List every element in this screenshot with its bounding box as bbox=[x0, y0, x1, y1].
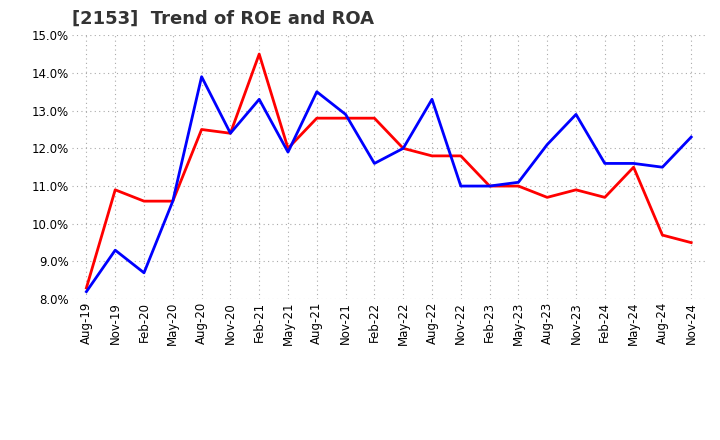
ROE bbox=[514, 183, 523, 189]
ROE bbox=[168, 198, 177, 204]
ROE bbox=[312, 116, 321, 121]
ROA bbox=[197, 74, 206, 79]
ROA bbox=[140, 270, 148, 275]
ROE bbox=[140, 198, 148, 204]
ROA bbox=[82, 289, 91, 294]
ROA bbox=[370, 161, 379, 166]
ROA bbox=[600, 161, 609, 166]
ROE bbox=[456, 153, 465, 158]
ROA bbox=[341, 112, 350, 117]
ROE bbox=[629, 165, 638, 170]
ROE bbox=[197, 127, 206, 132]
ROA bbox=[255, 97, 264, 102]
ROA bbox=[456, 183, 465, 189]
ROA bbox=[226, 131, 235, 136]
ROE bbox=[485, 183, 494, 189]
ROA bbox=[485, 183, 494, 189]
ROA bbox=[572, 112, 580, 117]
ROE bbox=[428, 153, 436, 158]
ROE bbox=[284, 146, 292, 151]
ROE bbox=[658, 232, 667, 238]
ROE bbox=[255, 51, 264, 57]
ROA bbox=[428, 97, 436, 102]
ROE bbox=[687, 240, 696, 245]
ROE bbox=[341, 116, 350, 121]
ROA bbox=[111, 248, 120, 253]
Text: [2153]  Trend of ROE and ROA: [2153] Trend of ROE and ROA bbox=[72, 10, 374, 28]
ROA bbox=[312, 89, 321, 95]
ROA bbox=[168, 198, 177, 204]
ROE bbox=[370, 116, 379, 121]
ROA bbox=[687, 134, 696, 139]
ROE bbox=[543, 195, 552, 200]
ROA bbox=[284, 150, 292, 155]
ROE bbox=[399, 146, 408, 151]
ROE bbox=[572, 187, 580, 192]
ROE bbox=[82, 285, 91, 290]
ROE bbox=[111, 187, 120, 192]
ROA bbox=[399, 146, 408, 151]
Line: ROE: ROE bbox=[86, 54, 691, 288]
Line: ROA: ROA bbox=[86, 77, 691, 292]
ROE bbox=[226, 131, 235, 136]
ROA bbox=[543, 142, 552, 147]
ROA bbox=[658, 165, 667, 170]
ROA bbox=[629, 161, 638, 166]
ROA bbox=[514, 180, 523, 185]
ROE bbox=[600, 195, 609, 200]
